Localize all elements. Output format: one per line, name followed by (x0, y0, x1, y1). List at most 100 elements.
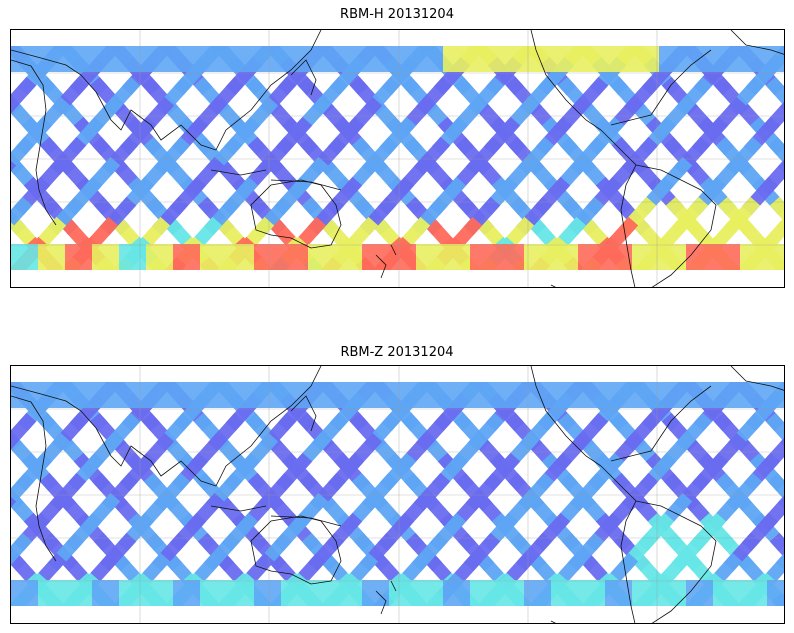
swath-cell (308, 382, 335, 408)
swath-cell (551, 244, 578, 270)
swath-cell (173, 244, 200, 270)
coastline-path (11, 49, 97, 93)
swath-cell (38, 46, 65, 72)
coastline-path (730, 30, 784, 55)
coastline-path (610, 385, 712, 462)
swath-cell (362, 382, 389, 408)
swath-cell (119, 580, 146, 606)
swath-cell (578, 46, 605, 72)
swath-cell (659, 382, 686, 408)
swath-cell (11, 382, 38, 408)
swath-cell (254, 580, 281, 606)
swath-cell (767, 244, 784, 270)
coastline-path (250, 179, 342, 249)
coastline-path (550, 620, 556, 623)
swath-cell (524, 382, 551, 408)
swath-cell (173, 382, 200, 408)
swath-cell (281, 580, 308, 606)
coastline-path (215, 30, 322, 151)
swath-layer (11, 46, 784, 270)
swath-cell (362, 244, 389, 270)
swath-cell (632, 244, 659, 270)
swath-cell (173, 46, 200, 72)
swath-cell (551, 46, 578, 72)
swath-cell (416, 580, 443, 606)
swath-cell (497, 580, 524, 606)
panel-1-title: RBM-H 20131204 (340, 7, 454, 22)
swath-cell (740, 46, 767, 72)
coastline-path (11, 385, 97, 429)
swath-cell (470, 46, 497, 72)
swath-cell (659, 244, 686, 270)
swath-cell (335, 244, 362, 270)
swath-cell (11, 46, 38, 72)
swath-cell (119, 382, 146, 408)
swath-cell (767, 580, 784, 606)
swath-cell (38, 244, 65, 270)
swath-cell (578, 382, 605, 408)
map-panel-rbm-h (10, 29, 785, 288)
swath-cell (470, 580, 497, 606)
swath-cell (119, 46, 146, 72)
swath-cell (389, 244, 416, 270)
swath-segment (767, 136, 784, 164)
coastline-path (11, 59, 57, 226)
swath-cell (119, 244, 146, 270)
swath-cell (335, 382, 362, 408)
swath-cell (173, 580, 200, 606)
swath-segment (765, 412, 784, 442)
swath-cell (443, 382, 470, 408)
swath-cell (146, 382, 173, 408)
coastline-path (620, 500, 717, 623)
swath-cell (308, 244, 335, 270)
swath-cell (713, 244, 740, 270)
swath-cell (389, 382, 416, 408)
swath-cell (65, 244, 92, 270)
swath-cell (65, 46, 92, 72)
swath-cell (740, 580, 767, 606)
swath-cell (281, 46, 308, 72)
coastline-path (210, 169, 342, 191)
coastline-path (250, 515, 342, 585)
swath-cell (416, 244, 443, 270)
swath-segment (765, 76, 784, 106)
coastline-path (290, 59, 317, 96)
graticule (11, 366, 784, 623)
coastlines (11, 366, 784, 623)
swath-cell (227, 580, 254, 606)
swath-cell (443, 580, 470, 606)
swath-cell (308, 580, 335, 606)
swath-layer (11, 382, 784, 606)
swath-cell (200, 46, 227, 72)
swath-cell (281, 382, 308, 408)
swath-segment (11, 532, 33, 566)
coastline-path (375, 244, 397, 279)
swath-cell (146, 244, 173, 270)
swath-cell (659, 46, 686, 72)
swath-segment (11, 196, 33, 230)
swath-cell (389, 46, 416, 72)
swath-cell (146, 46, 173, 72)
coastlines (11, 30, 784, 287)
swath-cell (497, 244, 524, 270)
panel-2-title: RBM-Z 20131204 (340, 345, 454, 360)
swath-cell (362, 46, 389, 72)
swath-segment (11, 136, 35, 172)
swath-cell (281, 244, 308, 270)
swath-cell (92, 46, 119, 72)
swath-cell (200, 580, 227, 606)
swath-cell (632, 46, 659, 72)
swath-cell (740, 244, 767, 270)
swath-cell (632, 382, 659, 408)
map-panel-rbm-z (10, 365, 785, 624)
swath-cell (92, 580, 119, 606)
coastline-path (600, 465, 637, 502)
swath-cell (470, 382, 497, 408)
coastline-path (530, 366, 602, 467)
swath-cell (713, 382, 740, 408)
swath-cell (335, 46, 362, 72)
swath-cell (146, 580, 173, 606)
map-canvas-rbm-z (11, 366, 784, 623)
coastline-path (600, 129, 637, 166)
map-canvas-rbm-h (11, 30, 784, 287)
